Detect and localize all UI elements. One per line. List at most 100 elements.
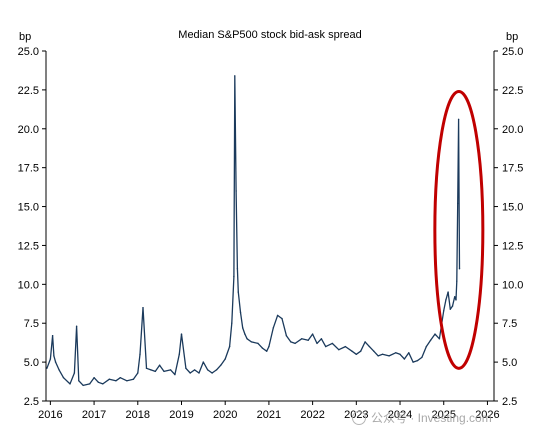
spread-data-point xyxy=(169,369,172,371)
left-y-tick-label: 20.0 xyxy=(18,124,39,136)
left-y-tick-label: 12.5 xyxy=(18,240,39,252)
spread-data-point xyxy=(351,350,353,352)
right-y-tick-label: 2.5 xyxy=(502,396,517,408)
spread-data-point xyxy=(451,305,454,307)
spread-data-point xyxy=(53,355,55,357)
spread-data-point xyxy=(202,361,204,363)
right-y-tick-label: 12.5 xyxy=(502,240,523,252)
axes xyxy=(42,50,498,405)
chart-title: Median S&P500 stock bid-ask spread xyxy=(178,29,361,41)
spread-data-point xyxy=(412,361,414,363)
spread-data-point xyxy=(150,369,152,371)
spread-data-point xyxy=(82,384,84,387)
spread-data-point xyxy=(447,291,449,293)
spread-data-point xyxy=(261,347,264,349)
annotation-layer xyxy=(433,89,485,370)
spread-data-point xyxy=(180,333,183,335)
spread-data-point xyxy=(132,378,135,380)
spread-data-point xyxy=(189,372,191,374)
spread-data-point xyxy=(126,380,128,382)
left-axis-unit: bp xyxy=(19,31,31,43)
spread-data-point xyxy=(454,296,456,298)
spread-data-point xyxy=(316,342,318,345)
spread-data-point xyxy=(178,353,180,355)
spread-data-point xyxy=(215,369,218,371)
spread-data-point xyxy=(54,361,57,363)
x-tick-label: 2024 xyxy=(388,409,412,421)
spread-data-point xyxy=(250,341,253,343)
spread-data-point xyxy=(388,355,390,357)
right-y-tick-label: 7.5 xyxy=(502,318,517,330)
spread-data-point xyxy=(231,322,233,324)
spread-data-point xyxy=(395,352,397,354)
spread-data-point xyxy=(89,383,91,385)
left-y-tick-label: 10.0 xyxy=(18,279,39,291)
spread-data-point xyxy=(266,350,268,352)
spread-data-point xyxy=(102,383,104,385)
spread-data-point xyxy=(93,377,95,379)
spread-data-point xyxy=(185,367,187,369)
spread-data-point xyxy=(360,350,362,352)
spread-data-point xyxy=(49,358,52,360)
spread-data-point xyxy=(434,333,436,335)
spread-data-point xyxy=(46,367,48,369)
watermark: 公众号 · Investing.com xyxy=(352,406,502,428)
highlight-ellipse xyxy=(433,89,485,370)
spread-data-point xyxy=(311,333,314,335)
spread-data-point xyxy=(355,353,357,355)
spread-data-point xyxy=(276,314,279,317)
spread-data-point xyxy=(438,338,441,340)
left-y-tick-label: 25.0 xyxy=(18,46,39,58)
spread-data-point xyxy=(62,377,65,379)
spread-data-point xyxy=(456,280,458,282)
spread-data-point xyxy=(75,325,78,327)
spread-data-point xyxy=(237,291,239,293)
left-y-tick-label: 15.0 xyxy=(18,202,39,214)
spread-data-point xyxy=(174,373,176,376)
spread-data-point xyxy=(244,333,246,335)
spread-data-point xyxy=(457,118,460,121)
spread-data-point xyxy=(235,190,237,192)
spread-data-point xyxy=(207,369,209,371)
spread-data-point xyxy=(211,372,213,374)
spread-data-point xyxy=(307,339,309,341)
x-tick-label: 2021 xyxy=(257,409,281,421)
right-axis-unit: bp xyxy=(506,31,518,43)
spread-data-point xyxy=(331,342,333,345)
right-y-tick-label: 25.0 xyxy=(502,46,523,58)
spread-data-point xyxy=(115,380,117,382)
spread-data-point xyxy=(139,353,141,355)
spread-data-point xyxy=(234,75,236,77)
spread-data-point xyxy=(145,367,148,369)
spread-data-point xyxy=(236,268,239,270)
spread-data-point xyxy=(325,345,327,348)
spread-data-point xyxy=(58,369,60,371)
series-layer xyxy=(46,75,461,387)
spread-data-point xyxy=(344,345,347,348)
spread-data-point xyxy=(272,327,274,329)
right-y-tick-label: 5.0 xyxy=(502,357,517,369)
left-y-tick-label: 22.5 xyxy=(18,85,39,97)
spread-data-point xyxy=(421,356,423,359)
x-tick-label: 2017 xyxy=(82,409,106,421)
spread-data-point xyxy=(403,358,406,360)
spread-data-point xyxy=(338,349,340,351)
spread-data-point xyxy=(457,202,459,205)
spread-data-point xyxy=(455,299,457,301)
right-y-tick-label: 17.5 xyxy=(502,163,523,175)
spread-data-point xyxy=(377,355,379,357)
spread-series-line xyxy=(46,75,461,387)
x-tick-label: 2025 xyxy=(431,409,455,421)
spread-data-point xyxy=(239,311,242,313)
spread-data-point xyxy=(193,369,196,371)
left-y-tick-label: 5.0 xyxy=(24,357,39,369)
spread-data-point xyxy=(220,364,222,366)
right-y-tick-label: 15.0 xyxy=(502,202,523,214)
spread-data-point xyxy=(416,359,419,362)
spread-data-point xyxy=(425,345,427,348)
x-tick-label: 2019 xyxy=(169,409,193,421)
right-y-tick-label: 10.0 xyxy=(502,279,523,291)
left-y-tick-label: 2.5 xyxy=(24,396,39,408)
spread-data-point xyxy=(368,345,371,348)
